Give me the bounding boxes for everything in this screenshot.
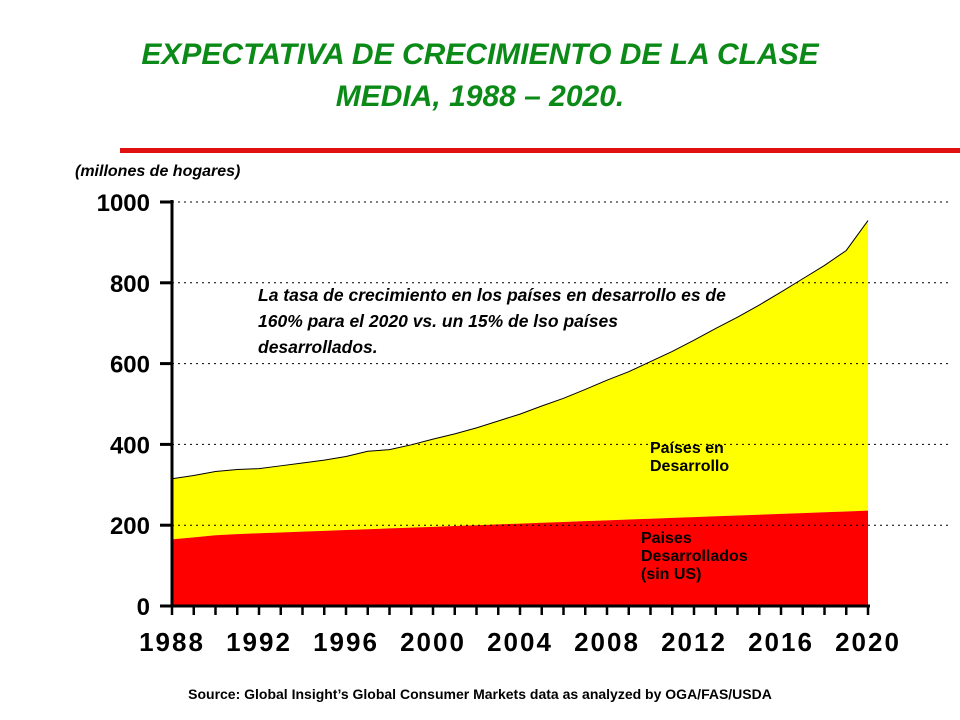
source-note: Source: Global Insight’s Global Consumer… (188, 686, 772, 702)
y-tick-label-400: 400 (110, 432, 150, 459)
total-outline (171, 220, 869, 480)
title-line-1: EXPECTATIVA DE CRECIMIENTO DE LA CLASE (141, 38, 819, 71)
x-tick-label-2008: 2008 (574, 627, 640, 657)
x-tick-label-1988: 1988 (139, 627, 205, 657)
developing-series-label-line-2: Desarrollo (650, 458, 729, 475)
x-tick-label-2016: 2016 (748, 627, 814, 657)
x-tick-label-2020: 2020 (835, 627, 901, 657)
x-tick-label-2004: 2004 (487, 627, 553, 657)
developed-series-label-line-2: Desarrollados (641, 548, 748, 565)
developed-series-label-line-1: Paises (641, 530, 692, 547)
title-line-2: MEDIA, 1988 – 2020. (335, 80, 625, 113)
y-tick-label-800: 800 (110, 271, 150, 298)
y-tick-label-0: 0 (137, 594, 150, 621)
y-unit-label: (millones de hogares) (75, 163, 241, 180)
x-tick-label-2012: 2012 (661, 627, 727, 657)
x-tick-label-1996: 1996 (313, 627, 379, 657)
developed-series-label-line-3: (sin US) (641, 566, 701, 583)
y-tick-label-1000: 1000 (97, 190, 150, 217)
title-divider (120, 148, 960, 153)
developing-series-label-line-1: Países en (650, 440, 724, 457)
developed-countries-area (172, 510, 868, 606)
x-tick-label-2000: 2000 (400, 627, 466, 657)
chart-title: EXPECTATIVA DE CRECIMIENTO DE LA CLASE M… (0, 34, 960, 118)
developing-countries-area (172, 220, 868, 540)
growth-annotation: La tasa de crecimiento en los países en … (258, 285, 726, 357)
y-tick-label-200: 200 (110, 513, 150, 540)
y-tick-label-600: 600 (110, 352, 150, 379)
x-tick-label-1992: 1992 (226, 627, 292, 657)
